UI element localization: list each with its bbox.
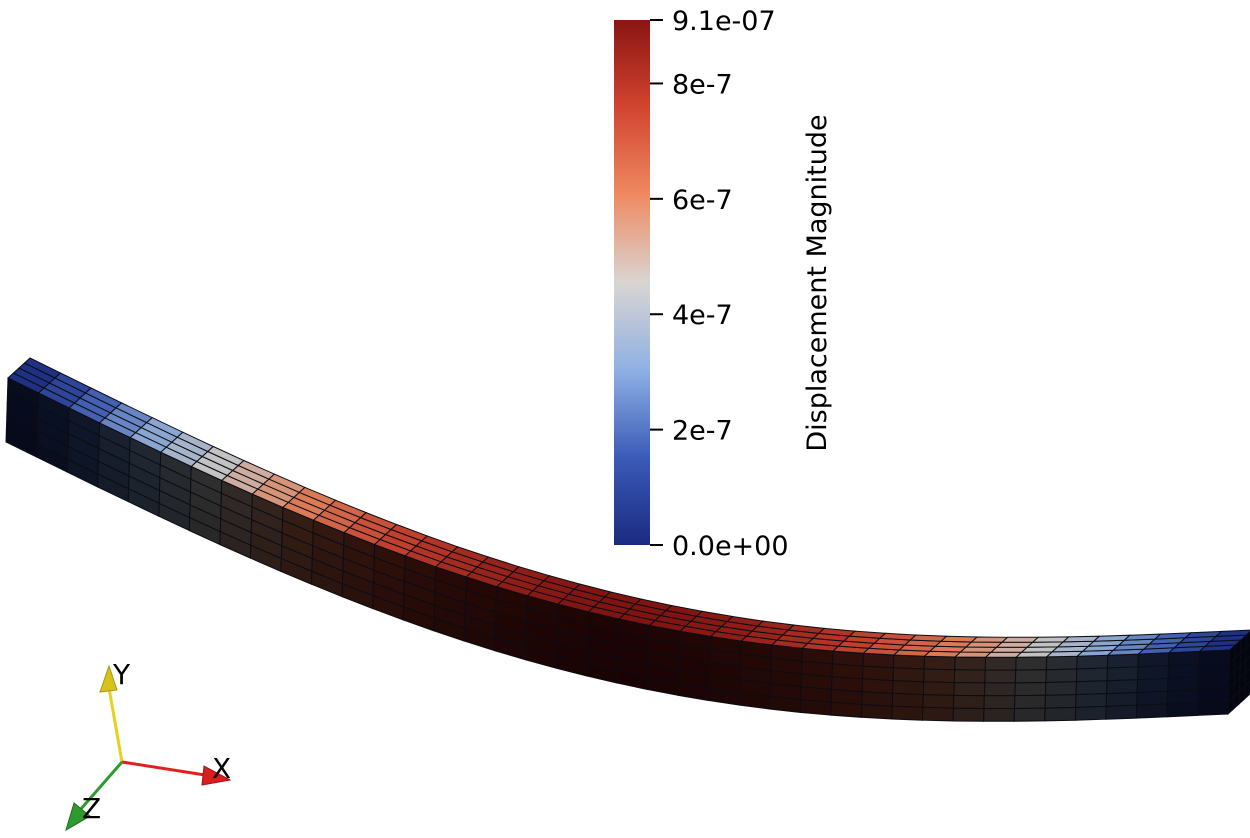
orientation-axes[interactable]: Y X Z — [65, 658, 232, 832]
beam-side-cell — [1105, 704, 1138, 720]
x-axis-label: X — [212, 752, 231, 785]
beam-side-cell — [954, 656, 987, 671]
beam-top-cell — [970, 636, 1009, 643]
beam-side-cell — [861, 678, 894, 694]
beam-top-cell — [878, 632, 918, 641]
beam-side-cell — [983, 708, 1016, 722]
beam-side-cell — [1167, 663, 1200, 679]
beam-side-cell — [1106, 679, 1139, 695]
beam-side-cell — [1014, 669, 1047, 684]
beam-side-cell — [799, 699, 832, 716]
beam-side-cell — [1105, 691, 1138, 707]
beam-side-cell — [983, 682, 1016, 697]
beam-side-cell — [1198, 662, 1231, 678]
beam-top-cell — [959, 646, 998, 653]
color-legend-tick-label-t2: 6e-7 — [672, 185, 733, 216]
beam-side-cell — [1166, 689, 1199, 705]
z-axis-label: Z — [82, 792, 101, 825]
beam-side-cell — [922, 694, 955, 709]
beam-side-cell — [1106, 666, 1139, 682]
beam-end-cell — [1244, 656, 1250, 675]
beam-side-cell — [1075, 693, 1108, 708]
beam-side-cell — [1196, 700, 1229, 716]
beam-side-cell — [1167, 676, 1200, 692]
beam-side-cell — [952, 694, 985, 710]
beam-side-cell — [952, 707, 985, 722]
beam-side-cell — [892, 680, 925, 696]
beam-side-cell — [921, 706, 955, 722]
beam-side-cell — [830, 701, 863, 718]
beam-side-cell — [1135, 703, 1168, 719]
color-legend-tick-label-max: 9.1e-07 — [672, 6, 776, 37]
x-axis-arrow — [201, 765, 232, 786]
beam-side-cell — [1197, 675, 1230, 691]
beam-side-cell — [1075, 680, 1108, 696]
beam-side-cell — [861, 691, 894, 707]
beam-side-cell — [862, 652, 895, 669]
x-axis-line — [121, 760, 206, 777]
beam-top-cell — [909, 634, 948, 642]
beam-side-cell — [1106, 653, 1139, 669]
beam-side-cell — [1075, 667, 1108, 683]
beam-side-cell — [923, 668, 956, 684]
beam-side-cell — [1013, 694, 1047, 710]
y-axis-label: Y — [112, 658, 131, 691]
beam-side-cell — [1044, 694, 1077, 709]
beam-side-cell — [1015, 656, 1048, 671]
color-legend-bar — [614, 20, 650, 545]
color-legend-tick-label-min: 0.0e+00 — [672, 531, 789, 562]
color-legend-title: Displacement Magnitude — [802, 114, 833, 451]
beam-top-cell — [1214, 629, 1250, 637]
beam-side-cell — [1137, 665, 1170, 681]
beam-side-cell — [1197, 687, 1230, 704]
beam-side-cell — [1076, 654, 1109, 670]
beam-side-cell — [1137, 652, 1170, 668]
beam-top-cell — [939, 635, 979, 643]
beam-end-cell — [1244, 668, 1250, 688]
beam-side-cell — [923, 655, 956, 671]
beam-side-cell — [1045, 655, 1078, 671]
beam-side-cell — [892, 654, 926, 670]
beam-mesh — [5, 357, 1250, 722]
color-legend-ticks: 0.0e+00 2e-7 4e-7 6e-7 8e-7 9.1e-07 — [650, 6, 789, 562]
color-legend-tick-label-t0: 2e-7 — [672, 416, 733, 447]
beam-side-cell — [862, 665, 895, 682]
y-axis-arrow — [99, 664, 118, 693]
y-axis-line — [107, 687, 124, 763]
beam-side-cell — [953, 682, 986, 697]
color-legend-tick-label-t3: 8e-7 — [672, 69, 733, 100]
beam-top-cell — [964, 641, 1004, 648]
z-axis-arrow — [65, 802, 91, 832]
beam-side-cell — [1166, 702, 1199, 718]
beam-side-cell — [1167, 650, 1201, 667]
beam-side-cell — [1045, 668, 1078, 684]
beam-side-cell — [1014, 681, 1047, 697]
beam-side-cell — [1044, 706, 1077, 722]
beam-side-cell — [984, 669, 1017, 684]
beam-side-cell — [1136, 690, 1169, 706]
beam-side-cell — [891, 692, 924, 708]
color-legend: 0.0e+00 2e-7 4e-7 6e-7 8e-7 9.1e-07 Displacem… — [614, 6, 833, 562]
beam-side-cell — [983, 695, 1016, 709]
beam-side-cell — [953, 669, 986, 684]
beam-side-cell — [891, 705, 924, 721]
beam-end-cell — [1245, 631, 1250, 649]
beam-top-cell — [953, 651, 993, 658]
beam-side-cell — [1198, 649, 1231, 665]
beam-side-cell — [892, 667, 925, 683]
color-legend-tick-label-t1: 4e-7 — [672, 300, 733, 331]
beam-side-cell — [1013, 707, 1046, 722]
beam-side-cell — [1074, 705, 1107, 721]
beam-side-cell — [769, 695, 802, 713]
beam-side-cell — [922, 681, 955, 696]
beam-side-cell — [1044, 681, 1078, 696]
beam-end-cell — [1243, 680, 1250, 701]
beam-side-cell — [860, 703, 893, 720]
beam-side-cell — [1136, 677, 1169, 694]
beam-side-cell — [984, 656, 1017, 671]
z-axis-line — [78, 761, 124, 811]
